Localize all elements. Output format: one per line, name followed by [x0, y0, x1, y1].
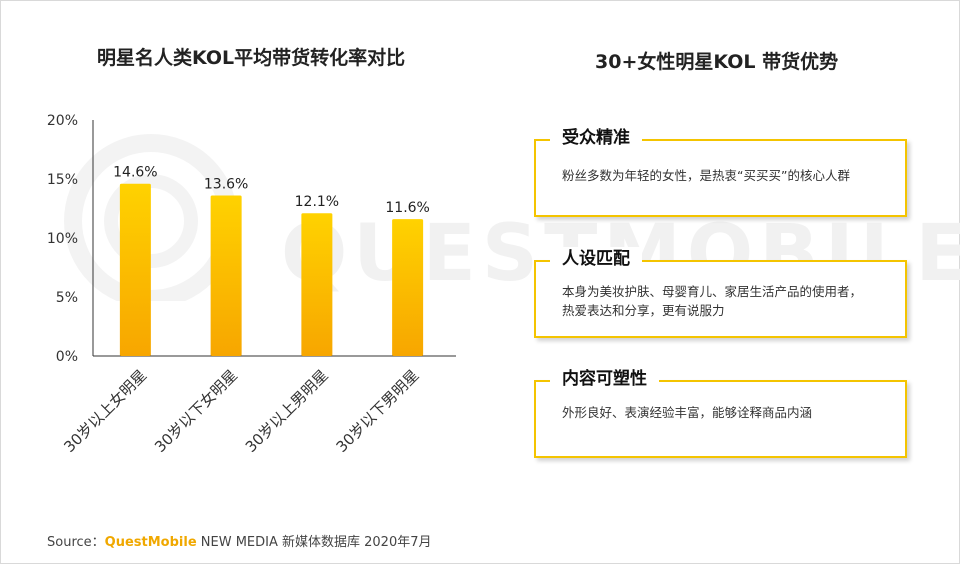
data-label: 12.1% — [295, 194, 339, 210]
card-heading: 内容可塑性 — [550, 367, 659, 391]
card-frame — [534, 139, 907, 217]
card-body: 外形良好、表演经验丰富，能够诠释商品内涵 — [562, 405, 813, 420]
data-label: 14.6% — [113, 165, 157, 181]
y-tick-label: 10% — [47, 231, 78, 247]
advantage-card-content: 内容可塑性 外形良好、表演经验丰富，能够诠释商品内涵 — [534, 367, 911, 459]
source-label: Source： — [47, 535, 105, 550]
source-note: Source：QuestMobile NEW MEDIA 新媒体数据库 2020… — [47, 531, 432, 550]
data-label: 13.6% — [204, 177, 248, 193]
card-heading: 受众精准 — [550, 126, 642, 150]
y-tick-label: 5% — [56, 290, 78, 306]
bar-chart: 0% 5% 10% 15% 20% 14.6% 30岁以上女明星 13.6% 30岁以下女明星 1… — [47, 113, 456, 456]
advantage-card-audience: 受众精准 粉丝多数为年轻的女性，是热衷“买买买”的核心人群 — [534, 126, 911, 218]
chart-title: 明星名人类KOL平均带货转化率对比 — [97, 47, 406, 69]
y-tick-label: 20% — [47, 113, 78, 129]
x-tick-label: 30岁以上女明星 — [60, 366, 150, 456]
bar — [119, 183, 151, 356]
y-tick-label: 0% — [56, 349, 78, 365]
y-tick-label: 15% — [47, 172, 78, 188]
advantage-card-persona: 人设匹配 本身为美妆护肤、母婴育儿、家居生活产品的使用者，热爱表达和分享，更有说… — [534, 247, 911, 339]
card-frame — [534, 380, 907, 458]
source-brand: QuestMobile — [104, 535, 197, 550]
card-heading: 人设匹配 — [550, 247, 642, 271]
x-tick-label: 30岁以下男明星 — [333, 366, 423, 456]
source-rest: NEW MEDIA 新媒体数据库 2020年7月 — [196, 535, 432, 550]
card-body: 本身为美妆护肤、母婴育儿、家居生活产品的使用者，热爱表达和分享，更有说服力 — [562, 284, 863, 318]
x-tick-label: 30岁以上男明星 — [242, 366, 332, 456]
bar — [392, 219, 424, 356]
advantages-title: 30+女性明星KOL 带货优势 — [595, 51, 839, 73]
card-frame — [534, 260, 907, 338]
bar — [210, 195, 242, 356]
x-tick-label: 30岁以下女明星 — [151, 366, 241, 456]
data-label: 11.6% — [385, 200, 429, 216]
bar — [301, 213, 333, 356]
card-body: 粉丝多数为年轻的女性，是热衷“买买买”的核心人群 — [562, 168, 850, 183]
